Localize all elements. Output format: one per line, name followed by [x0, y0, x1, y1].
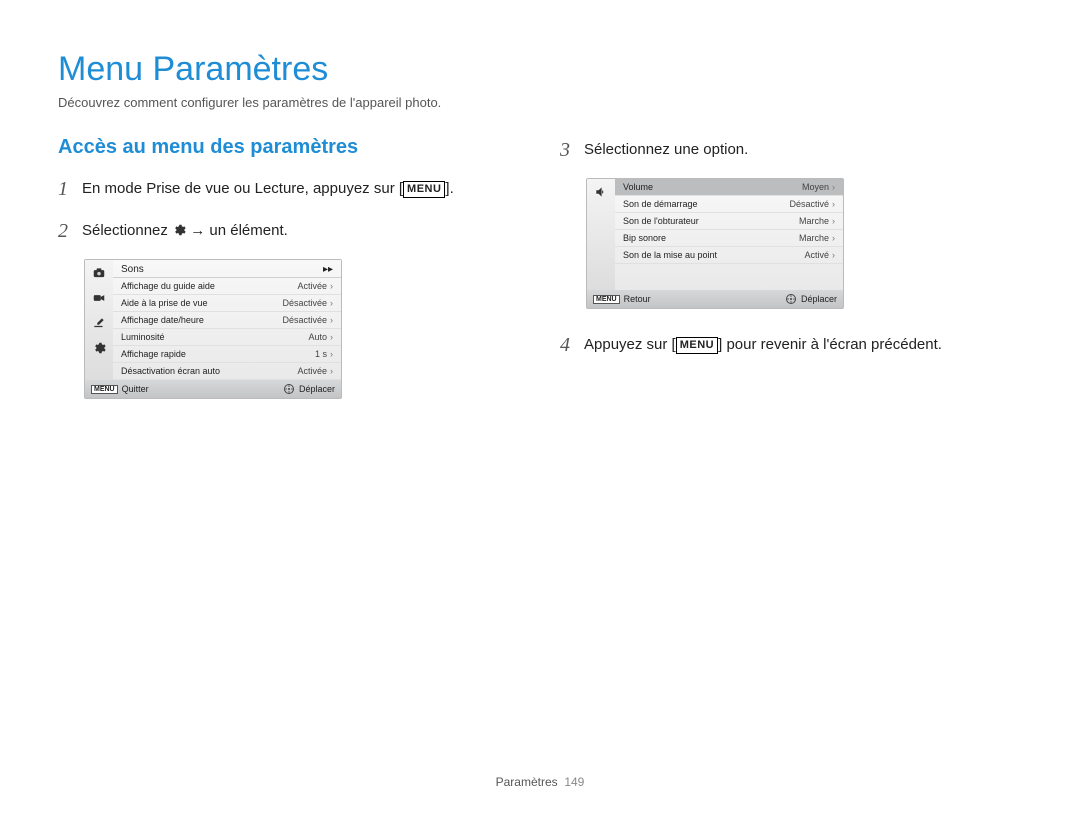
chevron-right-icon: › — [330, 366, 333, 376]
chevron-right-icon: › — [832, 199, 835, 209]
list-item[interactable]: Affichage du guide aideActivée› — [113, 278, 341, 295]
chevron-right-icon: › — [832, 233, 835, 243]
step-2: 2 Sélectionnez → un élément. — [58, 217, 520, 245]
lcd-footer: MENU Retour Déplacer — [587, 290, 843, 308]
page-footer: Paramètres 149 — [0, 775, 1080, 789]
footer-back-label: Retour — [624, 294, 651, 304]
list-item[interactable]: Aide à la prise de vueDésactivée› — [113, 295, 341, 312]
lcd-header: Sons — [121, 264, 323, 275]
lcd-footer: MENU Quitter Déplacer — [85, 380, 341, 398]
step-3-text: Sélectionnez une option. — [584, 136, 748, 160]
chevron-right-icon: › — [330, 315, 333, 325]
lcd-sidebar — [587, 179, 615, 290]
list-item[interactable]: LuminositéAuto› — [113, 329, 341, 346]
chevron-right-icon: › — [832, 182, 835, 192]
fast-forward-icon: ▸▸ — [323, 264, 333, 275]
video-icon — [91, 291, 107, 308]
list-item[interactable]: Affichage date/heureDésactivée› — [113, 312, 341, 329]
menu-badge: MENU — [593, 295, 620, 304]
lcd-sidebar — [85, 260, 113, 380]
step-3: 3 Sélectionnez une option. — [560, 136, 1022, 164]
step-4-text-pre: Appuyez sur [ — [584, 336, 676, 353]
footer-quit-label: Quitter — [122, 384, 149, 394]
list-item[interactable]: Affichage rapide1 s› — [113, 346, 341, 363]
chevron-right-icon: › — [832, 216, 835, 226]
dpad-icon — [785, 293, 797, 305]
menu-badge: MENU — [91, 385, 118, 394]
list-spacer — [615, 264, 843, 290]
chevron-right-icon: › — [330, 332, 333, 342]
list-item[interactable]: Son de démarrageDésactivé› — [615, 196, 843, 213]
page-subtitle: Découvrez comment configurer les paramèt… — [58, 95, 1022, 110]
tool-icon — [91, 316, 107, 333]
menu-badge: MENU — [676, 337, 718, 354]
menu-badge: MENU — [403, 181, 445, 198]
left-column: Accès au menu des paramètres 1 En mode P… — [58, 136, 520, 399]
speaker-icon — [593, 185, 609, 202]
step-4: 4 Appuyez sur [MENU] pour revenir à l'éc… — [560, 331, 1022, 359]
chevron-right-icon: › — [330, 281, 333, 291]
list-item[interactable]: VolumeMoyen› — [615, 179, 843, 196]
step-4-text-post: ] pour revenir à l'écran précédent. — [718, 336, 942, 353]
step-number: 4 — [560, 331, 574, 359]
right-column: 3 Sélectionnez une option. VolumeMoyen› … — [560, 136, 1022, 399]
step-1-text-pre: En mode Prise de vue ou Lecture, appuyez… — [82, 180, 403, 197]
step-2-text-pre: Sélectionnez — [82, 222, 172, 239]
list-item[interactable]: Bip sonoreMarche› — [615, 230, 843, 247]
step-number: 1 — [58, 175, 72, 203]
camera-icon — [91, 266, 107, 283]
step-2-text-post: → un élément. — [190, 222, 288, 239]
footer-label: Paramètres — [496, 775, 558, 789]
list-item[interactable]: Son de l'obturateurMarche› — [615, 213, 843, 230]
list-item[interactable]: Son de la mise au pointActivé› — [615, 247, 843, 264]
footer-move-label: Déplacer — [801, 294, 837, 304]
step-1-text-post: ]. — [445, 180, 453, 197]
camera-lcd-settings: Sons ▸▸ Affichage du guide aideActivée› … — [84, 259, 342, 399]
step-number: 3 — [560, 136, 574, 164]
section-heading: Accès au menu des paramètres — [58, 136, 520, 159]
footer-move-label: Déplacer — [299, 384, 335, 394]
gear-icon — [172, 222, 186, 243]
camera-lcd-sounds: VolumeMoyen› Son de démarrageDésactivé› … — [586, 178, 844, 309]
page-number: 149 — [564, 775, 584, 789]
chevron-right-icon: › — [330, 298, 333, 308]
list-item[interactable]: Désactivation écran autoActivée› — [113, 363, 341, 380]
step-1: 1 En mode Prise de vue ou Lecture, appuy… — [58, 175, 520, 203]
page-title: Menu Paramètres — [58, 50, 1022, 89]
chevron-right-icon: › — [832, 250, 835, 260]
dpad-icon — [283, 383, 295, 395]
chevron-right-icon: › — [330, 349, 333, 359]
gear-icon — [91, 341, 107, 358]
step-number: 2 — [58, 217, 72, 245]
